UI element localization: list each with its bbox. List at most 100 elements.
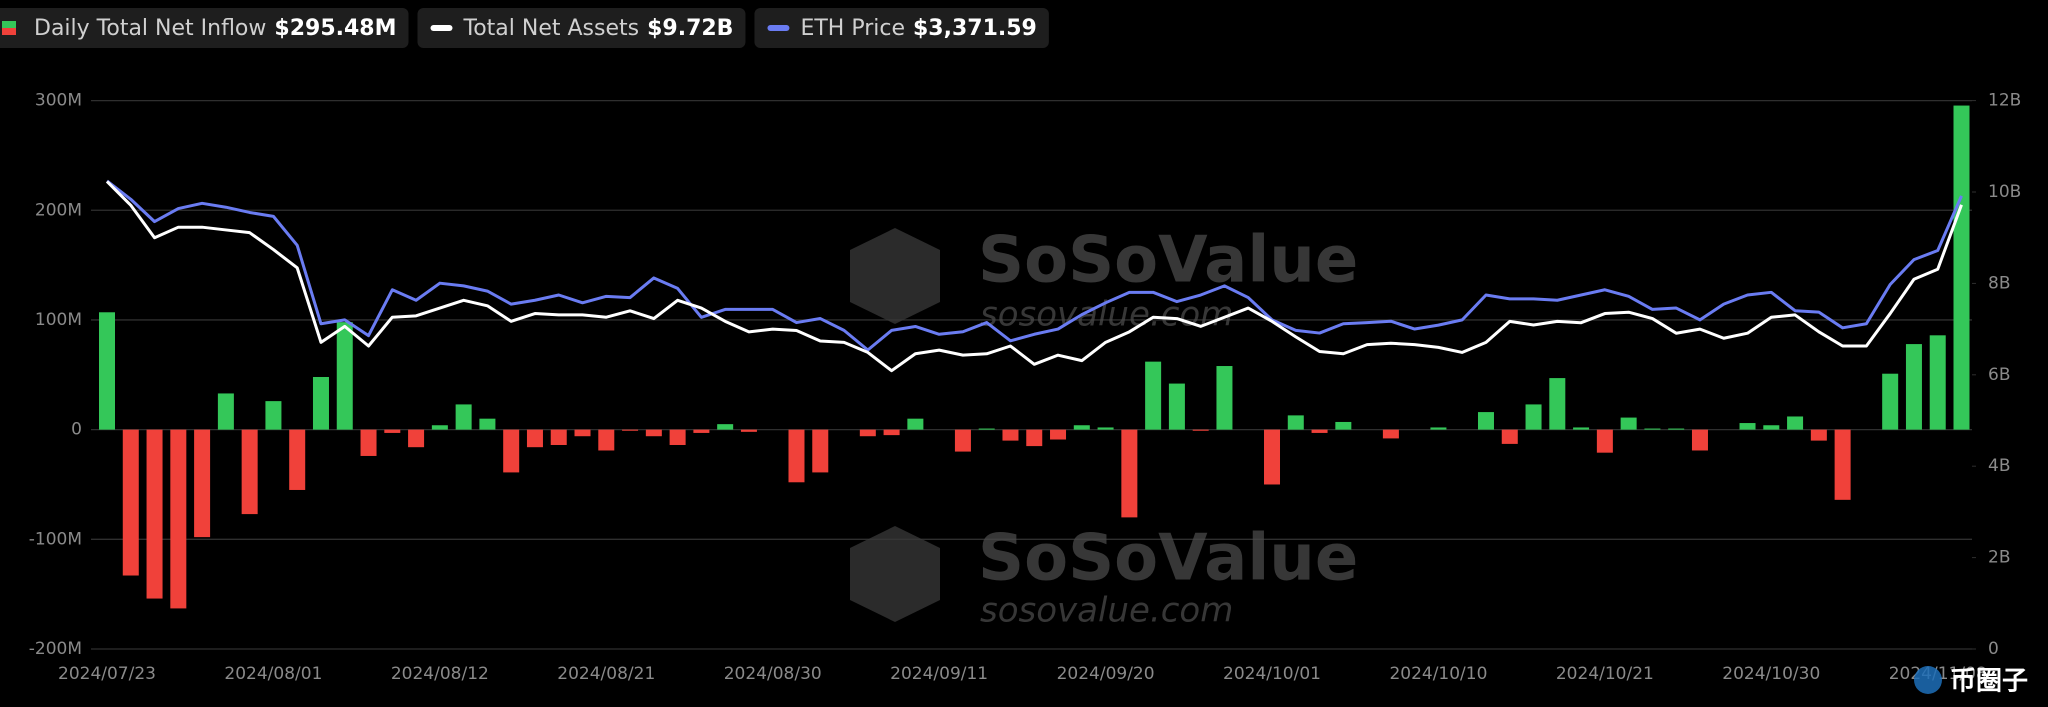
bar — [1145, 361, 1162, 430]
bar — [1953, 105, 1970, 430]
bar — [1430, 427, 1447, 430]
x-tick-label: 2024/10/01 — [1223, 664, 1321, 684]
bar — [194, 429, 211, 538]
bar — [1834, 429, 1851, 500]
legend-name: Daily Total Net Inflow — [34, 16, 266, 41]
bar — [669, 429, 686, 445]
legend-swatch — [2, 28, 16, 35]
watermark-bottom: SoSoValue sosovalue.com — [850, 522, 1358, 631]
x-tick-label: 2024/09/11 — [890, 664, 988, 684]
bar — [122, 429, 139, 576]
bar — [598, 429, 615, 451]
bar — [1216, 366, 1233, 430]
bar — [1501, 429, 1518, 444]
bar — [1026, 429, 1043, 447]
bar — [1573, 427, 1590, 430]
bar — [1691, 429, 1708, 451]
x-tick-label: 2024/08/21 — [557, 664, 655, 684]
watermark-logo — [850, 228, 940, 324]
bar — [1287, 415, 1304, 430]
bar — [431, 425, 448, 430]
x-tick-label: 2024/08/12 — [391, 664, 489, 684]
x-tick-label: 2024/09/20 — [1057, 664, 1155, 684]
bar — [1097, 427, 1114, 430]
legend: Daily Total Net Inflow $295.48M Total Net … — [0, 8, 1049, 48]
bar — [859, 429, 876, 437]
bar — [1073, 425, 1090, 430]
watermark-brand: SoSoValue — [978, 224, 1358, 298]
legend-value: $9.72B — [647, 16, 733, 41]
legend-value: $295.48M — [274, 16, 396, 41]
legend-name: Total Net Assets — [463, 16, 640, 41]
bar — [1477, 412, 1494, 430]
bar — [1168, 383, 1185, 430]
legend-background — [754, 8, 1049, 48]
y-tick-label: 300M — [35, 91, 82, 111]
bar — [1787, 416, 1804, 430]
bar — [717, 424, 734, 430]
bar — [360, 429, 377, 456]
bar — [907, 418, 924, 430]
y2-tick-label: 8B — [1988, 273, 2010, 293]
corner-watermark: 币圈子 — [1914, 666, 2028, 697]
legend-background — [417, 8, 746, 48]
y-tick-label: -200M — [29, 639, 82, 659]
bar — [693, 429, 710, 433]
ticks: -200M -100M 0 100M 200M 300M 0 2B 4B 6B 8B 10B 12B 20… — [29, 91, 2022, 684]
legend-name: ETH Price — [800, 16, 905, 41]
bar — [265, 401, 282, 430]
bar — [99, 312, 115, 430]
x-tick-label: 2024/07/23 — [58, 664, 156, 684]
bar — [1644, 428, 1661, 430]
corner-watermark-text: 币圈子 — [1950, 667, 2028, 697]
bar — [1810, 429, 1827, 441]
legend-value: $3,371.59 — [913, 16, 1037, 41]
bar — [479, 418, 496, 430]
bar — [241, 429, 258, 515]
bar — [526, 429, 543, 448]
bar — [1763, 425, 1780, 430]
bar — [1335, 421, 1352, 430]
bar — [1905, 344, 1922, 430]
x-tick-label: 2024/08/30 — [724, 664, 822, 684]
bar — [146, 429, 163, 599]
x-tick-label: 2024/10/30 — [1722, 664, 1820, 684]
line — [105, 180, 1963, 373]
marks — [99, 105, 1970, 609]
y-tick-label: 100M — [35, 310, 82, 330]
bar — [1050, 429, 1067, 440]
y-tick-label: 0 — [71, 420, 82, 440]
bar — [289, 429, 306, 490]
bar — [1264, 429, 1281, 485]
y2-tick-label: 4B — [1988, 456, 2010, 476]
legend-item: Total Net Assets $9.72B — [417, 8, 746, 48]
bar — [550, 429, 567, 445]
watermark-top: SoSoValue sosovalue.com — [850, 224, 1358, 335]
legend-item: ETH Price $3,371.59 — [754, 8, 1049, 48]
bar — [1668, 428, 1685, 430]
bar — [645, 429, 662, 437]
bar — [217, 393, 234, 430]
x-tick-label: 2024/10/21 — [1556, 664, 1654, 684]
y2-tick-label: 10B — [1988, 182, 2021, 202]
legend-swatch — [2, 21, 16, 28]
bar — [1929, 335, 1946, 430]
y-tick-label: 200M — [35, 200, 82, 220]
bar — [336, 322, 353, 430]
bar — [1882, 373, 1899, 430]
legend-background — [0, 8, 409, 48]
bar — [312, 376, 329, 430]
bar — [1596, 429, 1613, 453]
x-tick-label: 2024/08/01 — [224, 664, 322, 684]
y2-tick-label: 0 — [1988, 639, 1999, 659]
legend-item: Daily Total Net Inflow $295.48M — [0, 8, 409, 48]
bar — [1739, 423, 1756, 430]
bar — [170, 429, 187, 609]
x-tick-label: 2024/10/10 — [1389, 664, 1487, 684]
bar — [978, 428, 995, 430]
bar — [1620, 417, 1637, 430]
bar — [574, 429, 591, 437]
watermark-url: sosovalue.com — [980, 295, 1233, 335]
bar — [455, 404, 472, 430]
